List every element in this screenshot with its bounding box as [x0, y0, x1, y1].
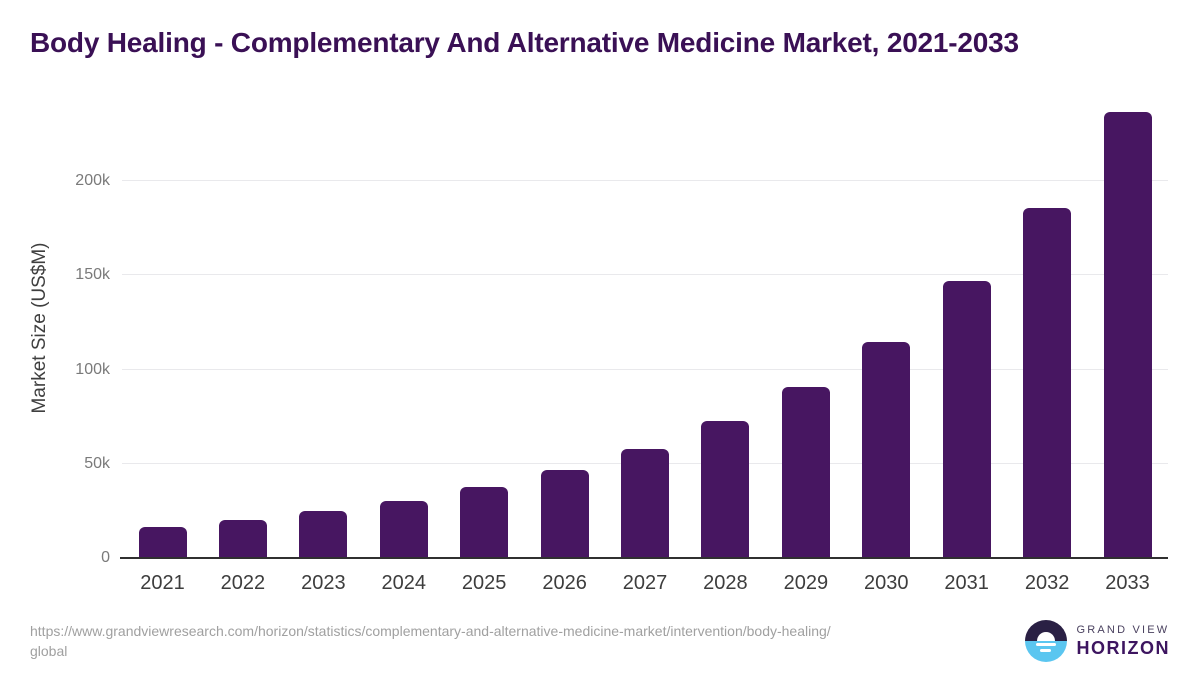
- x-tick-2021: 2021: [140, 572, 185, 594]
- horizon-sun-logo-icon: [1024, 620, 1067, 662]
- x-tick-2024: 2024: [381, 572, 427, 594]
- chart-title: Body Healing - Complementary And Alterna…: [30, 27, 1019, 58]
- bar-2032[interactable]: [1023, 207, 1072, 558]
- logo-grand-view-text: GRAND VIEW: [1076, 623, 1170, 636]
- y-tick-50k: 50k: [84, 454, 110, 472]
- x-tick-2023: 2023: [301, 572, 346, 594]
- y-tick-0: 0: [101, 549, 110, 566]
- source-url: https://www.grandviewresearch.com/horizo…: [30, 621, 831, 662]
- bar-2023[interactable]: [299, 511, 348, 558]
- x-tick-2025: 2025: [461, 572, 507, 594]
- gridline-200k: [122, 180, 1168, 182]
- bar-2030[interactable]: [862, 341, 911, 558]
- grand-view-horizon-logo: GRAND VIEW HORIZON: [1024, 620, 1171, 662]
- bar-2025[interactable]: [460, 487, 509, 558]
- logo-dome-shape: [1036, 632, 1055, 641]
- x-tick-2027: 2027: [622, 572, 668, 594]
- x-tick-2030: 2030: [864, 572, 909, 594]
- gridline-100k: [122, 368, 1168, 370]
- bar-2031[interactable]: [942, 280, 991, 558]
- bar-2024[interactable]: [379, 501, 428, 558]
- source-url-line2: global: [30, 643, 68, 659]
- bar-2028[interactable]: [701, 421, 750, 558]
- logo-reflection-line-2: [1040, 648, 1051, 652]
- x-tick-2029: 2029: [783, 572, 829, 594]
- bar-2029[interactable]: [781, 386, 830, 558]
- x-tick-2028: 2028: [703, 572, 748, 594]
- bar-2026[interactable]: [540, 470, 589, 558]
- y-axis-tick-labels: 0 50k 100k 150k 200k: [0, 98, 110, 566]
- footer: https://www.grandviewresearch.com/horizo…: [30, 620, 1170, 662]
- x-tick-2022: 2022: [220, 572, 266, 594]
- source-url-line1: https://www.grandviewresearch.com/horizo…: [30, 622, 831, 639]
- y-tick-200k: 200k: [75, 172, 110, 190]
- plot-area: [120, 98, 1168, 559]
- x-axis-labels: 2021 2022 2023 2024 2025 2026 2027 2028 2029 2030…: [122, 568, 1168, 598]
- x-tick-2026: 2026: [542, 572, 587, 594]
- x-axis-line: [120, 557, 1168, 559]
- gridline-150k: [122, 274, 1168, 276]
- logo-text: GRAND VIEW HORIZON: [1077, 624, 1171, 659]
- bar-2022[interactable]: [218, 519, 267, 558]
- logo-reflection-line-1: [1035, 642, 1056, 646]
- bar-2027[interactable]: [621, 448, 669, 558]
- y-tick-150k: 150k: [75, 266, 110, 284]
- x-tick-2031: 2031: [944, 572, 989, 594]
- x-tick-2032: 2032: [1024, 572, 1070, 594]
- bar-2021[interactable]: [138, 527, 187, 558]
- bar-2033[interactable]: [1103, 111, 1152, 558]
- logo-horizon-text: HORIZON: [1076, 637, 1170, 658]
- y-tick-100k: 100k: [75, 360, 110, 378]
- x-tick-2033: 2033: [1105, 572, 1150, 594]
